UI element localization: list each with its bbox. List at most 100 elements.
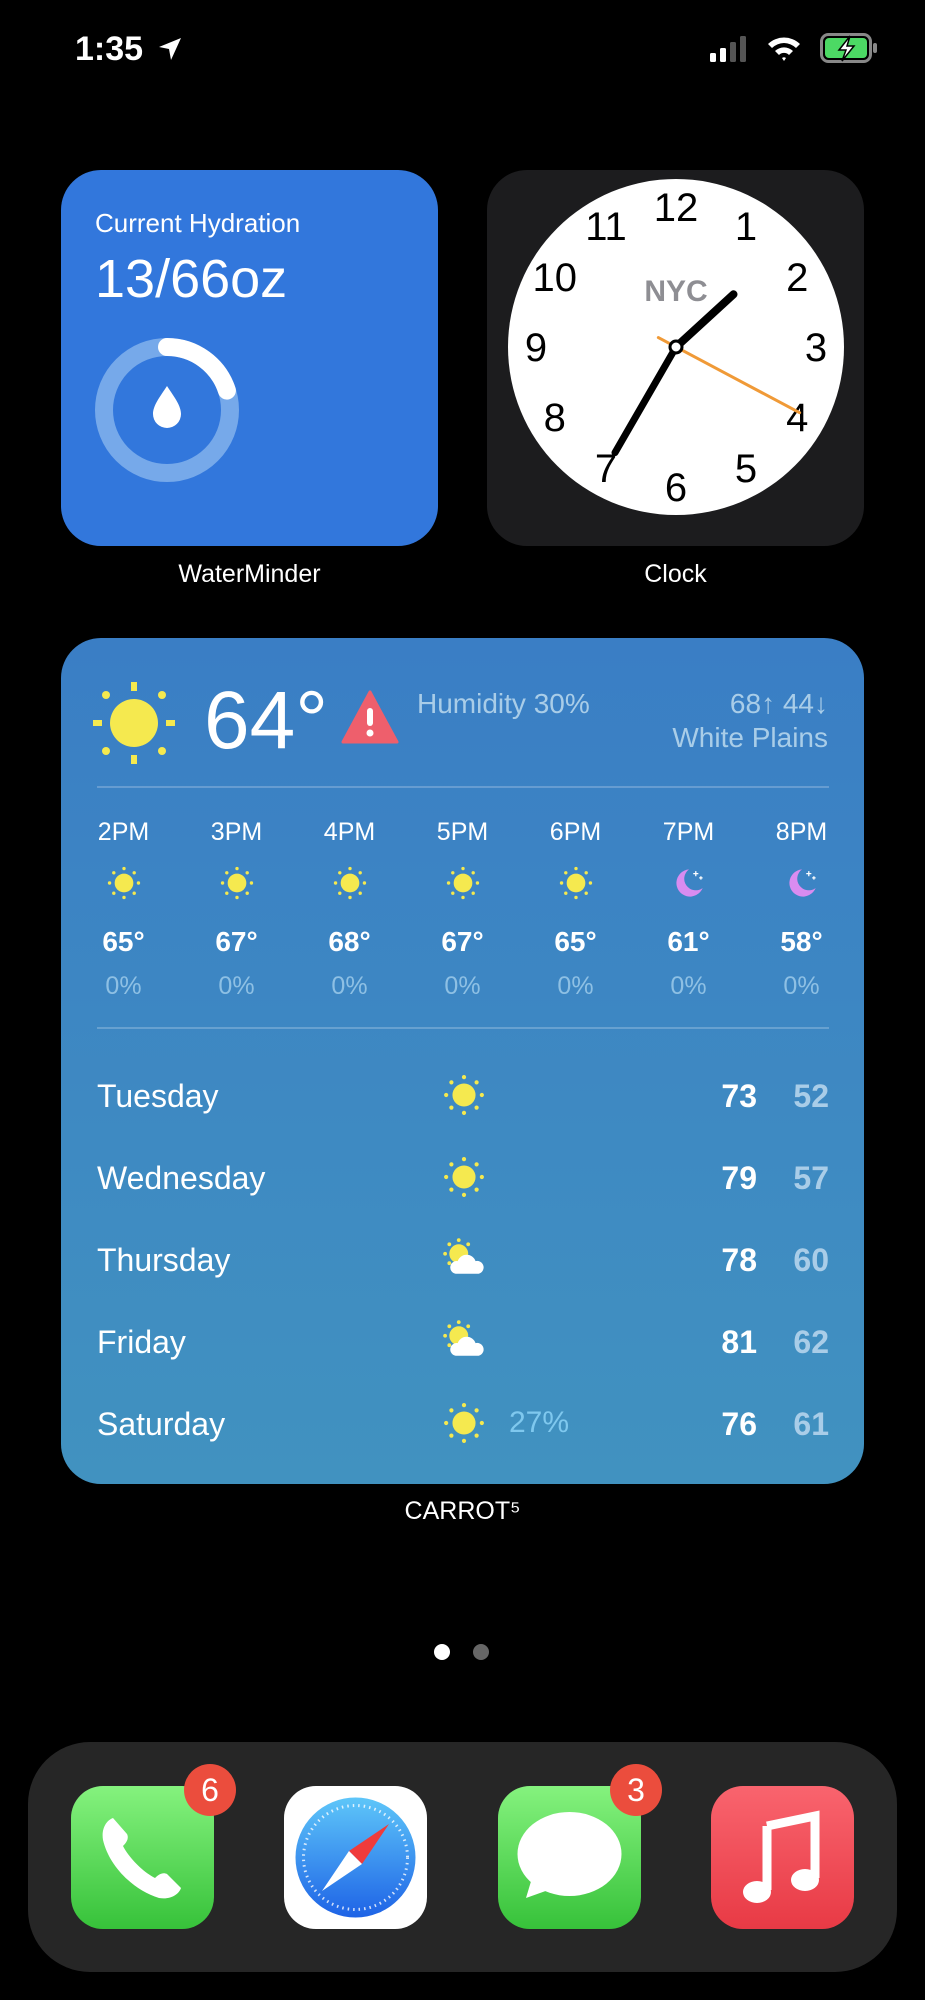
sun-icon: [220, 866, 253, 900]
day-icon: [443, 1238, 485, 1288]
daily-row: Tuesday 73 52: [97, 1068, 829, 1128]
hydration-value: 13/66oz: [95, 249, 288, 309]
day-precip: 27%: [509, 1406, 570, 1439]
clock-number: 12: [654, 186, 699, 230]
messages-badge: 3: [610, 1764, 662, 1816]
hourly-icon: [67, 866, 180, 905]
water-drop-icon: [153, 386, 181, 428]
dock-app-phone[interactable]: [71, 1786, 214, 1929]
clock-center: [668, 339, 684, 355]
daily-row: Friday 81 62: [97, 1314, 829, 1374]
hourly-time: 8PM: [775, 818, 828, 846]
hourly-temp: 61°: [667, 926, 710, 957]
clock-number: 11: [585, 205, 627, 249]
sun-icon: [559, 866, 592, 900]
clock-number: 6: [665, 466, 687, 510]
hourly-temp: 65°: [554, 926, 597, 957]
phone-icon: [102, 1818, 181, 1899]
hourly-icon: [293, 866, 406, 905]
hourly-time: 5PM: [436, 818, 489, 846]
hourly-precip: 0%: [444, 972, 481, 1000]
minute-hand: [611, 343, 680, 457]
hourly-precip: 0%: [218, 972, 255, 1000]
hourly-icon: [180, 866, 293, 905]
hourly-precip: 0%: [783, 972, 820, 1000]
day-name: Tuesday: [97, 1078, 219, 1114]
day-name: Saturday: [97, 1406, 226, 1442]
location-arrow-icon: [159, 38, 181, 60]
hourly-temp: 65°: [102, 926, 145, 957]
day-high: 81: [721, 1324, 757, 1360]
day-low: 57: [793, 1160, 829, 1196]
location: White Plains: [672, 722, 828, 753]
waterminder-widget[interactable]: Current Hydration 13/66oz: [61, 170, 438, 546]
day-high: 73: [721, 1078, 757, 1114]
hourly-icon: [745, 866, 858, 905]
day-name: Wednesday: [97, 1160, 266, 1196]
sun-icon: [107, 866, 140, 900]
message-bubble-icon: [517, 1812, 622, 1898]
hourly-time: 4PM: [323, 818, 376, 846]
clock-widget[interactable]: NYC 12 1 2 3 4 5 6 7 8 9 10 11: [487, 170, 864, 546]
day-icon: [443, 1402, 485, 1452]
clock-city: NYC: [644, 275, 707, 308]
day-icon: [443, 1320, 485, 1370]
dock-app-safari[interactable]: [284, 1786, 427, 1929]
hourly-time: 6PM: [549, 818, 602, 846]
hourly-time: 7PM: [662, 818, 715, 846]
status-time: 1:35: [75, 30, 144, 68]
hydration-progress-ring: [95, 338, 239, 482]
hydration-title: Current Hydration: [95, 208, 301, 238]
daily-row: Wednesday 79 57: [97, 1150, 829, 1210]
clock-number: 3: [805, 326, 827, 370]
hourly-temp: 58°: [780, 926, 823, 957]
humidity: Humidity 30%: [417, 688, 590, 719]
divider: [97, 1027, 829, 1029]
clock-number: 10: [533, 256, 578, 300]
clock-number: 8: [544, 396, 566, 440]
carrot-weather-widget[interactable]: 64° Humidity 30% 68↑ 44↓ White Plains 2P…: [61, 638, 864, 1484]
day-name: Thursday: [97, 1242, 231, 1278]
moon-icon: [788, 869, 816, 897]
page-dot-active[interactable]: [434, 1644, 450, 1660]
hourly-icon: [632, 866, 745, 905]
clock-number: 9: [525, 326, 547, 370]
hourly-precip: 0%: [331, 972, 368, 1000]
sun-icon: [446, 866, 479, 900]
day-low: 62: [793, 1324, 829, 1360]
day-name: Friday: [97, 1324, 186, 1360]
sun-icon: [444, 1403, 484, 1443]
day-low: 52: [793, 1078, 829, 1114]
day-high: 78: [721, 1242, 757, 1278]
day-high: 76: [721, 1406, 757, 1442]
current-temperature: 64°: [204, 675, 329, 766]
day-high: 79: [721, 1160, 757, 1196]
hour-hand: [672, 290, 738, 351]
clock-number: 5: [735, 447, 757, 491]
hi-lo: 68↑ 44↓: [729, 688, 828, 719]
partly-cloudy-icon: [443, 1320, 484, 1356]
phone-badge: 6: [184, 1764, 236, 1816]
hourly-time: 3PM: [210, 818, 263, 846]
day-icon: [443, 1074, 485, 1124]
hourly-time: 2PM: [97, 818, 150, 846]
hourly-temp: 68°: [328, 926, 371, 957]
wifi-icon: [768, 37, 800, 61]
hourly-temp: 67°: [441, 926, 484, 957]
partly-cloudy-icon: [443, 1238, 484, 1274]
clock-number: 1: [735, 205, 757, 249]
hourly-icon: [519, 866, 632, 905]
sun-icon: [93, 682, 175, 764]
day-low: 60: [793, 1242, 829, 1278]
daily-row: Saturday 27% 76 61: [97, 1396, 829, 1456]
page-dot[interactable]: [473, 1644, 489, 1660]
clock-label: Clock: [644, 560, 707, 588]
battery-charging-icon: [820, 33, 877, 63]
waterminder-label: WaterMinder: [178, 560, 321, 588]
dock-app-music[interactable]: [711, 1786, 854, 1929]
dock-app-messages[interactable]: [498, 1786, 641, 1929]
hourly-precip: 0%: [557, 972, 594, 1000]
warning-icon[interactable]: [341, 690, 399, 744]
hourly-temp: 67°: [215, 926, 258, 957]
